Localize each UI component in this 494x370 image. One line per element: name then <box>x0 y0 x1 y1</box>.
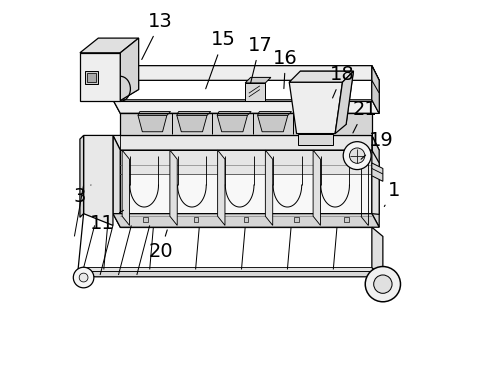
Polygon shape <box>298 115 328 132</box>
Text: 17: 17 <box>247 36 272 83</box>
Polygon shape <box>138 112 170 115</box>
Circle shape <box>73 267 94 288</box>
Polygon shape <box>113 65 379 80</box>
Polygon shape <box>83 271 383 277</box>
Polygon shape <box>83 135 113 225</box>
Polygon shape <box>138 115 167 132</box>
Polygon shape <box>372 65 379 113</box>
Polygon shape <box>113 135 379 150</box>
Text: 19: 19 <box>361 131 393 159</box>
Polygon shape <box>113 135 121 227</box>
Polygon shape <box>300 71 354 124</box>
Polygon shape <box>113 65 121 113</box>
Polygon shape <box>80 135 83 217</box>
Polygon shape <box>294 217 298 222</box>
Text: 21: 21 <box>352 100 377 133</box>
Polygon shape <box>113 100 379 113</box>
Polygon shape <box>313 150 321 225</box>
Polygon shape <box>121 38 139 101</box>
Polygon shape <box>121 113 372 135</box>
Circle shape <box>365 266 401 302</box>
Polygon shape <box>372 163 383 181</box>
Polygon shape <box>372 150 379 214</box>
Polygon shape <box>177 112 211 115</box>
Polygon shape <box>177 115 207 132</box>
Text: 11: 11 <box>89 210 124 233</box>
Polygon shape <box>217 112 251 115</box>
Polygon shape <box>289 82 342 134</box>
Polygon shape <box>80 38 139 53</box>
Polygon shape <box>372 65 379 113</box>
Polygon shape <box>344 217 349 222</box>
Polygon shape <box>245 77 271 83</box>
Text: 20: 20 <box>148 230 173 260</box>
Polygon shape <box>372 80 379 113</box>
Circle shape <box>343 142 371 169</box>
Polygon shape <box>85 71 98 84</box>
Polygon shape <box>257 115 288 132</box>
Polygon shape <box>257 112 291 115</box>
Polygon shape <box>245 83 265 101</box>
Text: 13: 13 <box>142 12 173 60</box>
Text: 18: 18 <box>330 65 355 98</box>
Polygon shape <box>121 150 372 174</box>
Polygon shape <box>170 150 177 225</box>
Polygon shape <box>289 71 354 82</box>
Polygon shape <box>335 71 354 134</box>
Polygon shape <box>372 227 383 277</box>
Polygon shape <box>298 112 332 115</box>
Polygon shape <box>121 80 139 101</box>
Polygon shape <box>217 115 247 132</box>
Circle shape <box>349 148 365 163</box>
Polygon shape <box>244 217 248 222</box>
Polygon shape <box>80 53 121 101</box>
Text: 1: 1 <box>384 181 400 206</box>
Polygon shape <box>265 150 273 225</box>
Polygon shape <box>121 150 372 227</box>
Polygon shape <box>218 150 225 225</box>
Circle shape <box>373 275 392 293</box>
Polygon shape <box>113 213 379 227</box>
Text: 3: 3 <box>74 185 91 205</box>
Polygon shape <box>83 266 372 271</box>
Polygon shape <box>87 73 96 82</box>
Circle shape <box>79 273 88 282</box>
Text: 16: 16 <box>273 49 298 88</box>
Polygon shape <box>143 217 148 222</box>
Polygon shape <box>372 135 379 227</box>
Polygon shape <box>194 217 198 222</box>
Polygon shape <box>298 134 333 145</box>
Text: 15: 15 <box>206 30 236 89</box>
Polygon shape <box>122 150 129 225</box>
